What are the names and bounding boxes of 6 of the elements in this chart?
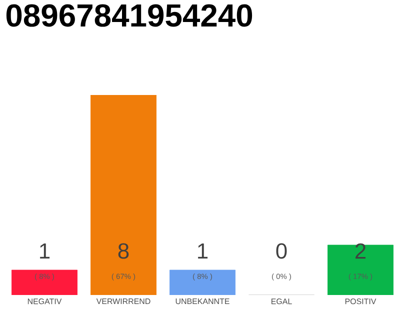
- chart-title: 08967841954240: [6, 4, 252, 27]
- data-label: 1: [40, 243, 50, 259]
- data-label: 0: [276, 243, 287, 259]
- data-label: 2: [356, 243, 366, 259]
- data-label: 1: [198, 243, 208, 259]
- data-label: 8: [118, 243, 129, 259]
